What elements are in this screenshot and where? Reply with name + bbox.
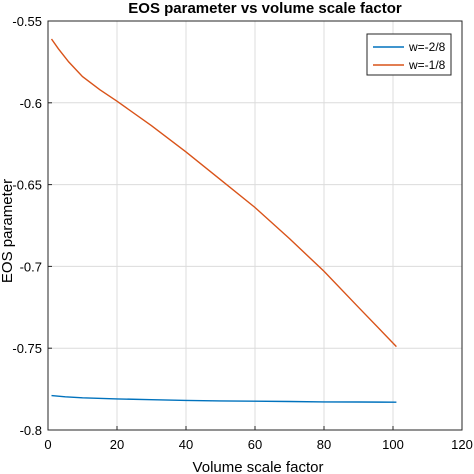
x-tick-labels: 0 20 40 60 80 100 120: [44, 437, 472, 452]
x-tick-label: 120: [451, 437, 473, 452]
x-tick-label: 40: [179, 437, 193, 452]
y-tick-labels: -0.8 -0.75 -0.7 -0.65 -0.6 -0.55: [12, 14, 42, 438]
legend: w=-2/8 w=-1/8: [366, 33, 452, 76]
x-tick-label: 80: [317, 437, 331, 452]
x-tick-label: 60: [248, 437, 262, 452]
x-tick-label: 100: [382, 437, 404, 452]
tick-marks: [47, 20, 463, 431]
y-tick-label: -0.65: [12, 178, 42, 193]
y-tick-label: -0.55: [12, 14, 42, 29]
series-lines: [50, 38, 397, 403]
series-line-1: [51, 394, 397, 403]
y-tick-label: -0.7: [20, 259, 42, 274]
y-tick-label: -0.6: [20, 96, 42, 111]
legend-label-2: w=-1/8: [408, 58, 446, 72]
y-tick-label: -0.75: [12, 341, 42, 356]
series-line-2: [50, 38, 397, 348]
legend-label-1: w=-2/8: [408, 40, 446, 54]
x-tick-label: 20: [110, 437, 124, 452]
grid: [48, 21, 462, 430]
y-axis-label: EOS parameter: [0, 179, 16, 283]
legend-box: [366, 33, 452, 76]
chart-title: EOS parameter vs volume scale factor: [128, 0, 402, 17]
x-tick-label: 0: [44, 437, 51, 452]
y-tick-label: -0.8: [20, 423, 42, 438]
x-axis-label: Volume scale factor: [193, 459, 324, 474]
